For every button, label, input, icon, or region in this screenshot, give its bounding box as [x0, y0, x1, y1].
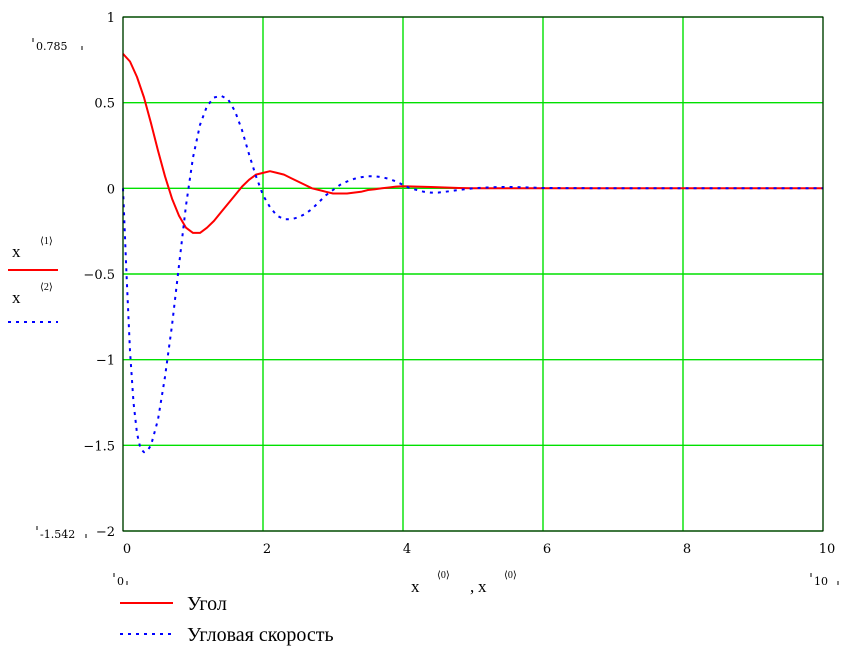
x-tick-labels: 0 2 4 6 8 10 — [123, 542, 835, 557]
gridlines — [122, 16, 824, 532]
x-range-max: 10 — [814, 575, 828, 588]
x-label-base-2: x — [478, 577, 487, 596]
y-axis-labels: x ⟨1⟩ x ⟨2⟩ — [8, 236, 58, 323]
x-range-min: 0 — [117, 575, 124, 588]
series-group — [122, 53, 823, 454]
series-line-angle — [122, 53, 823, 234]
y-label-2-base: x — [12, 288, 21, 307]
y-tick-labels: 1 0.5 0 −0.5 −1 −1.5 −2 — [83, 11, 115, 540]
y-label-2-sup: ⟨2⟩ — [40, 282, 53, 293]
x-label-sup-1: ⟨0⟩ — [437, 570, 450, 581]
x-label-base-1: x — [411, 577, 420, 596]
x-axis-label: x ⟨0⟩ , x ⟨0⟩ — [411, 570, 517, 596]
series-line-angular-velocity — [122, 94, 823, 454]
x-tick-label: 10 — [819, 542, 836, 557]
y-label-1-base: x — [12, 242, 21, 261]
x-tick-label: 6 — [543, 542, 551, 557]
x-label-sup-2: ⟨0⟩ — [504, 570, 517, 581]
y-tick-label: 1 — [107, 11, 115, 26]
legend-label-velocity: Угловая скорость — [187, 624, 334, 646]
legend-label-angle: Угол — [187, 593, 227, 615]
x-tick-label: 8 — [683, 542, 691, 557]
x-label-sep: , — [470, 577, 474, 596]
x-tick-label: 0 — [123, 542, 131, 557]
y-label-1-sup: ⟨1⟩ — [40, 236, 53, 247]
plot-frame — [122, 16, 824, 532]
range-corner-marks — [32, 38, 839, 585]
y-tick-label: 0 — [107, 182, 115, 197]
x-tick-label: 4 — [403, 542, 411, 557]
y-range-max: 0.785 — [36, 40, 68, 53]
y-tick-label: 0.5 — [94, 97, 115, 112]
y-tick-label: −2 — [96, 525, 115, 540]
x-tick-label: 2 — [263, 542, 271, 557]
legend: Угол Угловая скорость — [120, 593, 334, 646]
y-tick-label: −1.5 — [83, 439, 115, 454]
y-tick-label: −1 — [96, 354, 115, 369]
y-tick-label: −0.5 — [83, 268, 115, 283]
y-range-min: -1.542 — [40, 528, 75, 541]
